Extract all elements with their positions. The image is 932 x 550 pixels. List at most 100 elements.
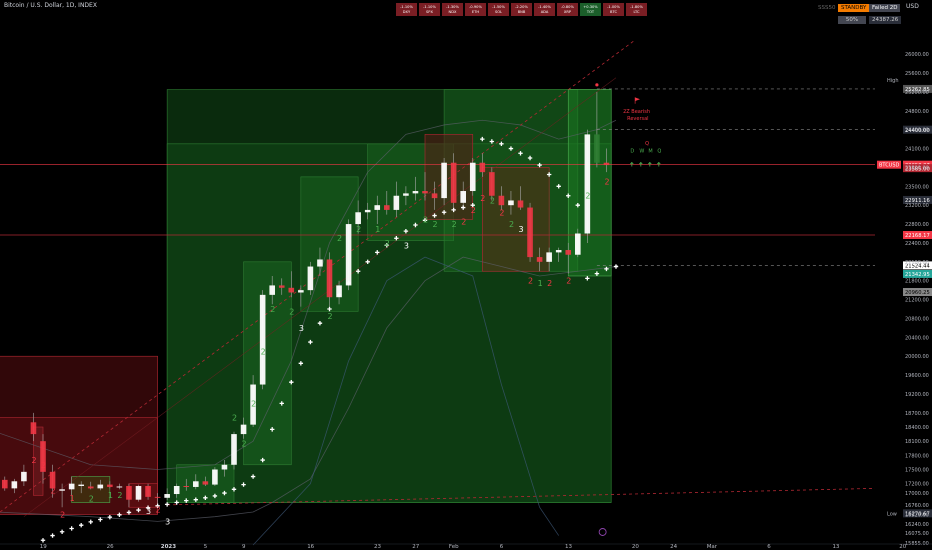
price-label: 22911.16	[905, 198, 930, 204]
chart-title: Bitcoin / U.S. Dollar, 1D, INDEX	[4, 2, 97, 9]
y-tick-label: 19600.00	[905, 373, 929, 379]
y-tick-label: 22800.00	[905, 222, 929, 228]
sar-dot	[527, 155, 533, 161]
sequence-count: 3	[404, 241, 409, 250]
heatmap-cell-symbol: TOT	[586, 9, 595, 14]
candle-body	[345, 224, 352, 286]
candle-body	[384, 205, 390, 210]
candle-body	[231, 434, 237, 465]
sar-dot	[480, 136, 485, 142]
event-icon	[598, 528, 607, 536]
sequence-count: 3	[299, 324, 304, 333]
sequence-count: 2	[433, 220, 438, 229]
heatmap-cell-change: -1.30%	[446, 5, 459, 10]
candle-body	[183, 486, 190, 488]
heatmap-cell: -1.80% LTC	[626, 3, 647, 16]
high-marker	[595, 83, 599, 87]
heatmap-cell: -0.90% ETH	[465, 3, 486, 16]
sequence-count: 2	[499, 208, 504, 217]
band-line	[0, 119, 617, 470]
seq-arrow-icon	[648, 161, 652, 167]
sequence-count: 2	[156, 506, 161, 515]
sar-dot	[537, 162, 542, 168]
y-tick-label: 16240.00	[905, 522, 929, 528]
candle-body	[240, 424, 247, 435]
price-label: 20960.25	[905, 290, 930, 296]
sar-dot	[193, 497, 198, 502]
candle-body	[193, 481, 199, 487]
heatmap-cell-symbol: LTC	[633, 9, 640, 14]
sar-dot	[432, 213, 437, 218]
heatmap-cell-change: -0.90%	[469, 5, 482, 10]
heatmap-cell-symbol: SPX	[426, 9, 433, 14]
candle-body	[364, 209, 371, 213]
sar-dot	[489, 139, 495, 144]
y-tick-label: 16760.00	[905, 503, 929, 509]
x-tick-label: Mar	[707, 544, 718, 550]
sar-dot	[365, 259, 370, 265]
sar-dot	[155, 503, 160, 509]
x-tick-label: 19	[40, 544, 47, 550]
trendline-lower	[167, 487, 876, 506]
sequence-count: 2	[471, 206, 476, 215]
candle-body	[298, 290, 304, 293]
y-tick-label: 18400.00	[905, 425, 929, 431]
x-tick-label: 20	[899, 544, 906, 550]
x-tick-label: 23	[374, 544, 381, 550]
sequence-count: 2	[270, 305, 275, 314]
x-tick-label: 24	[670, 544, 677, 550]
x-tick-label: 26	[107, 544, 114, 550]
failed-badge[interactable]: Failed 2D	[869, 4, 901, 12]
y-tick-label: 22100.00	[905, 260, 929, 266]
price-label-bg	[903, 288, 932, 297]
sequence-count: 2	[385, 239, 390, 248]
sequence-count: 2	[547, 279, 552, 288]
y-tick-label: 20800.00	[905, 316, 929, 322]
sar-dot	[117, 512, 122, 517]
candle-body	[11, 481, 18, 489]
candle-body	[49, 471, 56, 489]
sar-dot	[403, 228, 409, 234]
regression-line	[23, 77, 617, 517]
candle-body	[393, 195, 400, 210]
seq-top-letter: Q	[645, 141, 649, 147]
price-label: 23585.00	[905, 166, 930, 172]
y-tick-label: 24100.00	[905, 147, 929, 153]
heatmap-cell-change: -1.10%	[400, 5, 413, 10]
candle-body	[326, 259, 333, 298]
heatmap-cell-symbol: XRP	[563, 9, 572, 14]
candle-body	[479, 162, 486, 173]
low-label: Low	[887, 511, 897, 517]
heatmap-cell: +0.30% TOT	[580, 3, 601, 16]
sequence-count: 1	[375, 225, 380, 234]
x-tick-label: 13	[832, 544, 839, 550]
currency-label: USD	[906, 3, 919, 10]
candle-body	[469, 162, 476, 192]
sar-dot	[260, 457, 265, 463]
heatmap-cell: -1.30% NDX	[442, 3, 463, 16]
y-tick-label: 17200.00	[905, 482, 929, 488]
candle-body	[450, 162, 457, 203]
sar-dot	[422, 218, 428, 223]
y-tick-label: 17000.00	[905, 491, 929, 497]
price-label-bg	[903, 195, 932, 204]
heatmap-cell: -1.00% BTC	[603, 3, 624, 16]
heatmap-cell-symbol: SOL	[494, 9, 503, 14]
sar-dot	[327, 306, 332, 312]
y-tick-label: 23800.00	[905, 165, 929, 171]
band-line	[0, 256, 617, 522]
sequence-count: 2	[585, 192, 590, 201]
y-tick-label: 17800.00	[905, 453, 929, 459]
candle-body	[594, 134, 600, 163]
band-line	[252, 256, 560, 546]
sar-dot	[107, 514, 113, 520]
sar-dot	[336, 292, 342, 298]
annotation-line2: Reversal	[627, 116, 648, 122]
heatmap-cell-symbol: ADA	[540, 9, 549, 14]
heatmap-cell-symbol: BTC	[610, 9, 617, 14]
zone-box	[243, 261, 292, 466]
candle-body	[460, 191, 466, 203]
standby-badge[interactable]: STANDBY	[838, 4, 870, 12]
sar-dot	[79, 522, 84, 528]
